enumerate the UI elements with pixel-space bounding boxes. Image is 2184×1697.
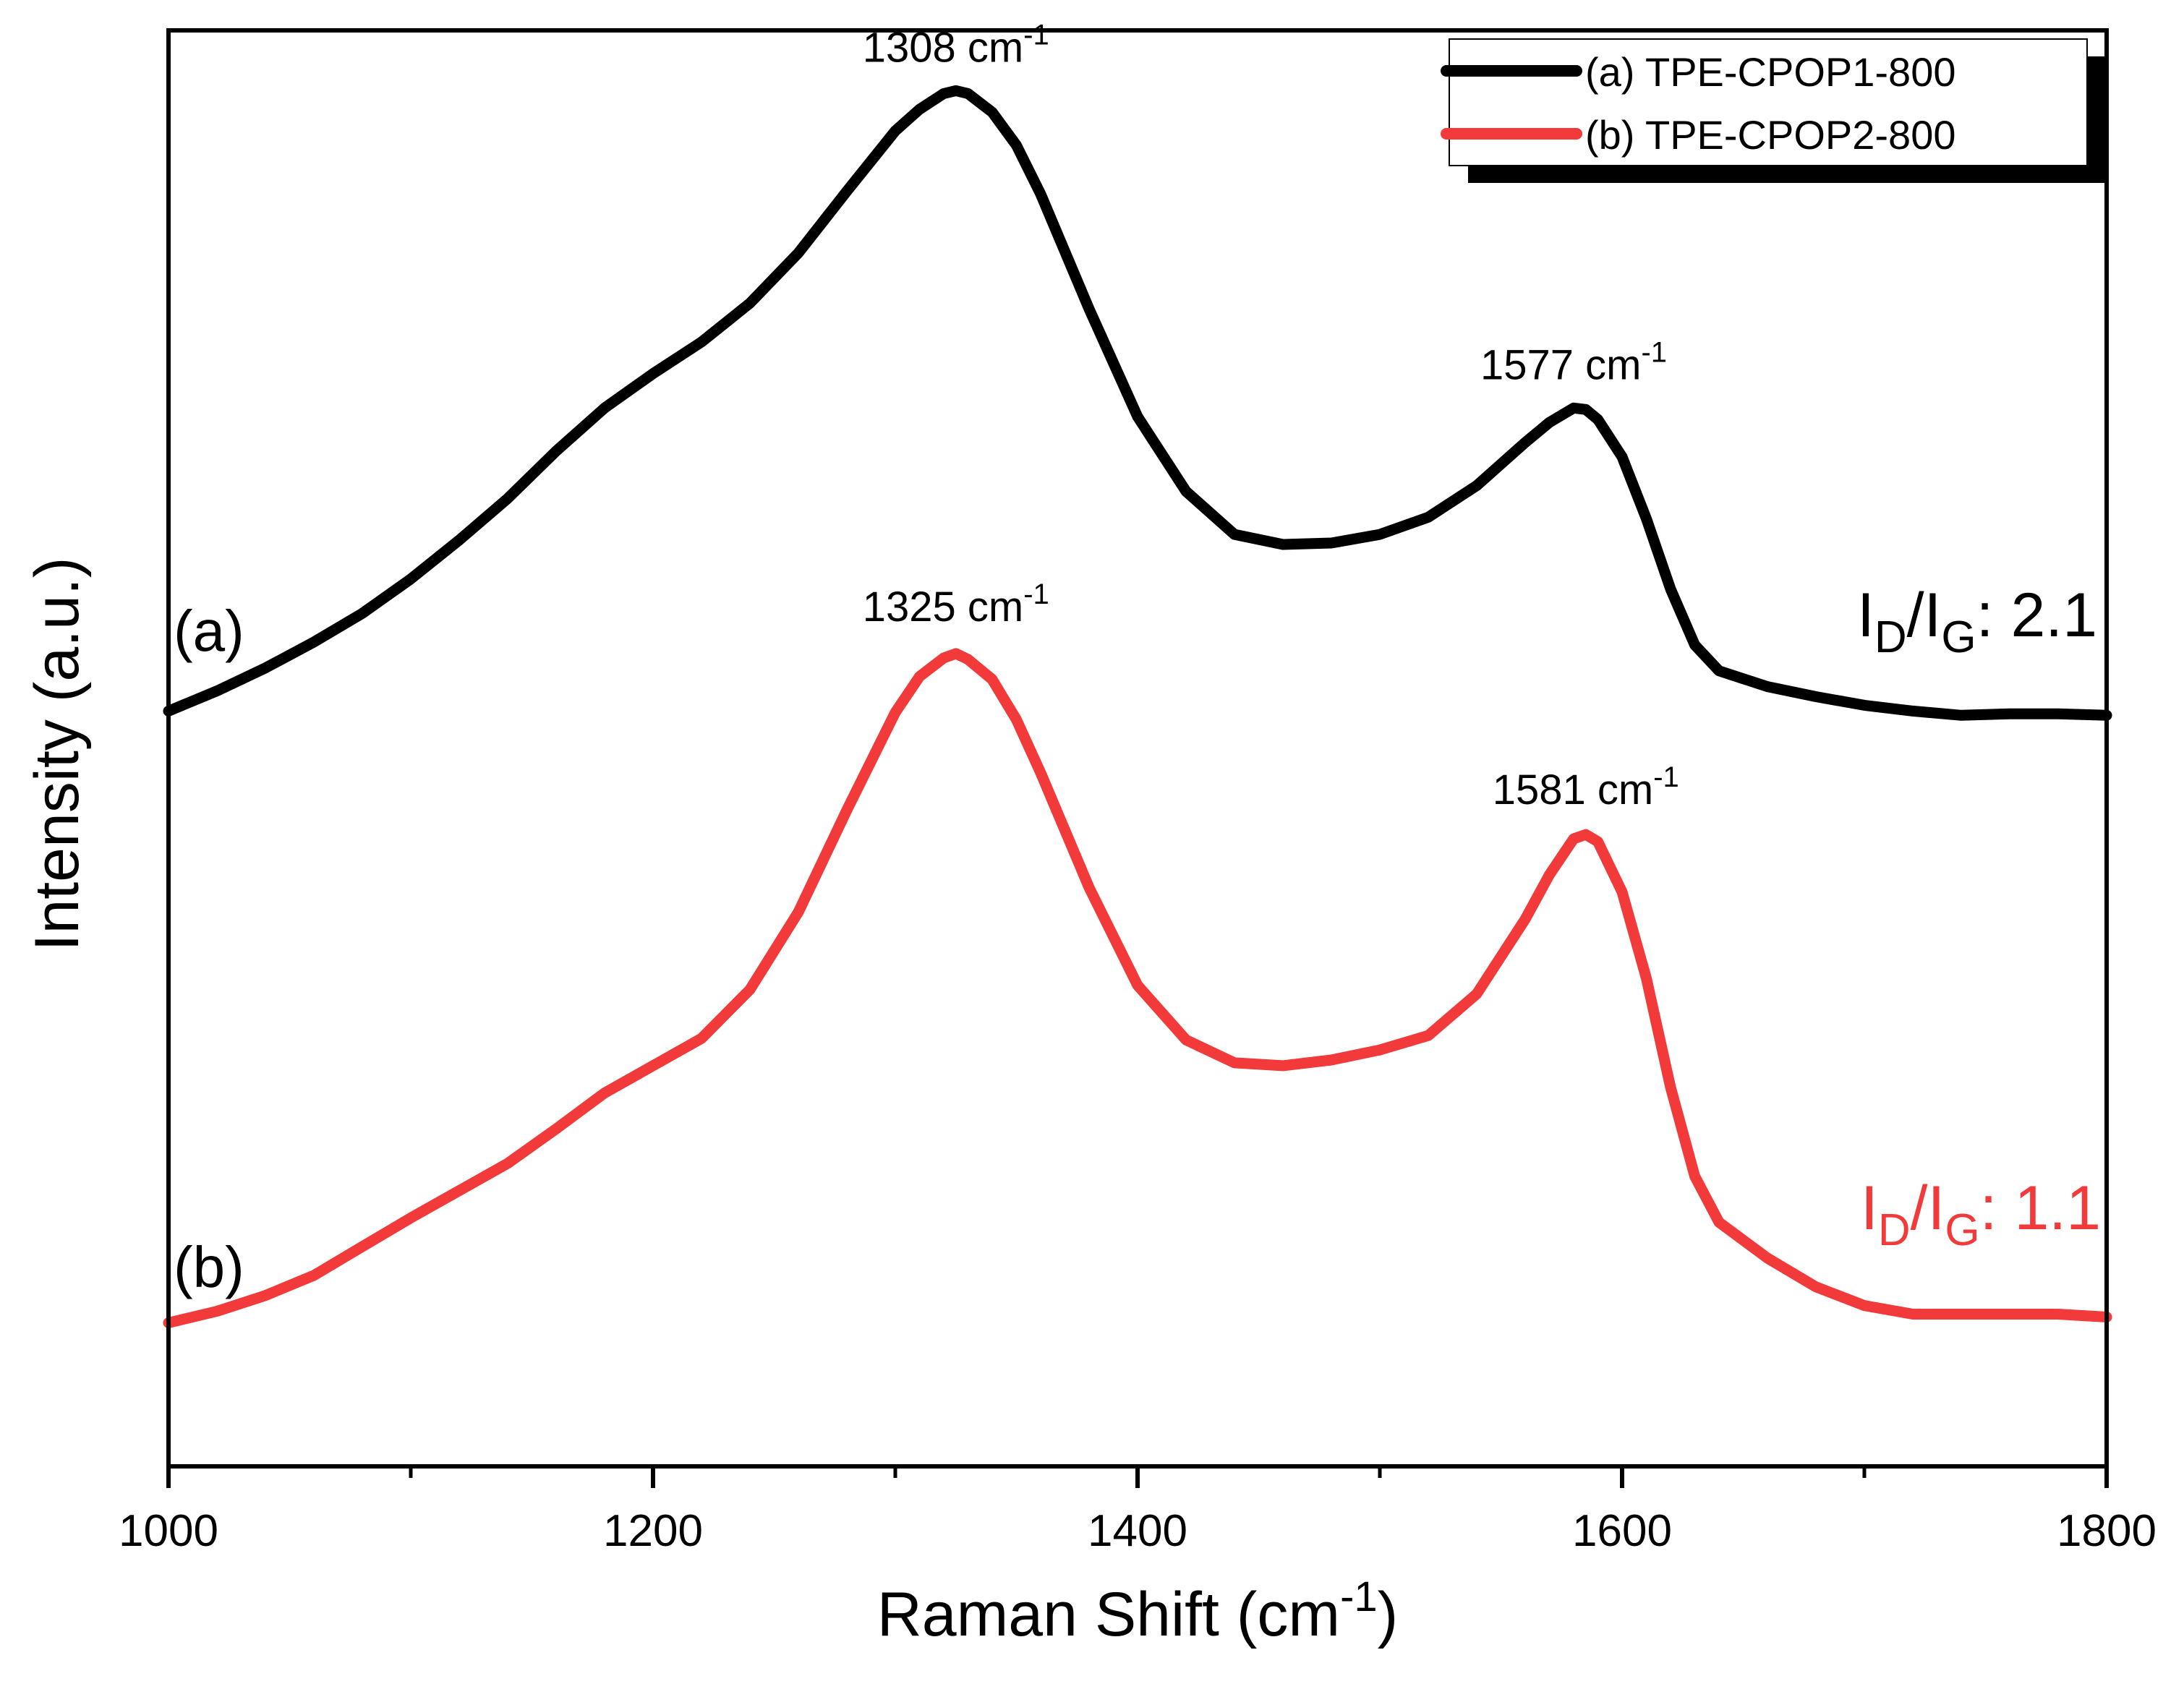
x-tick-label: 1200 [603, 1506, 703, 1556]
peak-label-b-d-band: 1325 cm-1 [863, 578, 1049, 631]
series-line-a [163, 85, 2112, 721]
y-axis-title: Intensity (a.u.) [22, 557, 92, 952]
x-axis-ticks: 1000 1200 1400 1600 1800 [119, 1466, 2157, 1556]
legend-label-b: (b) TPE-CPOP2-800 [1585, 112, 1955, 158]
peak-label-a-g-band: 1577 cm-1 [1480, 336, 1667, 388]
x-tick-label: 1600 [1572, 1506, 1672, 1556]
peak-label-b-g-band: 1581 cm-1 [1493, 761, 1679, 813]
series-tag-b: (b) [174, 1235, 244, 1299]
ratio-label-a: ID/IG: 2.1 [1857, 581, 2097, 662]
legend: (a) TPE-CPOP1-800 (b) TPE-CPOP2-800 [1441, 38, 2106, 183]
legend-box [1449, 38, 2088, 166]
peak-label-a-d-band: 1308 cm-1 [863, 19, 1049, 71]
x-tick-label: 1000 [119, 1506, 218, 1556]
x-axis-title: Raman Shift (cm-1) [877, 1573, 1399, 1649]
x-tick-label: 1800 [2057, 1506, 2157, 1556]
series-layer [163, 85, 2112, 1328]
ratio-label-b: ID/IG: 1.1 [1861, 1174, 2101, 1255]
series-tag-a: (a) [174, 599, 244, 663]
legend-label-a: (a) TPE-CPOP1-800 [1585, 49, 1955, 95]
x-tick-label: 1400 [1088, 1506, 1187, 1556]
series-line-b [163, 648, 2112, 1328]
